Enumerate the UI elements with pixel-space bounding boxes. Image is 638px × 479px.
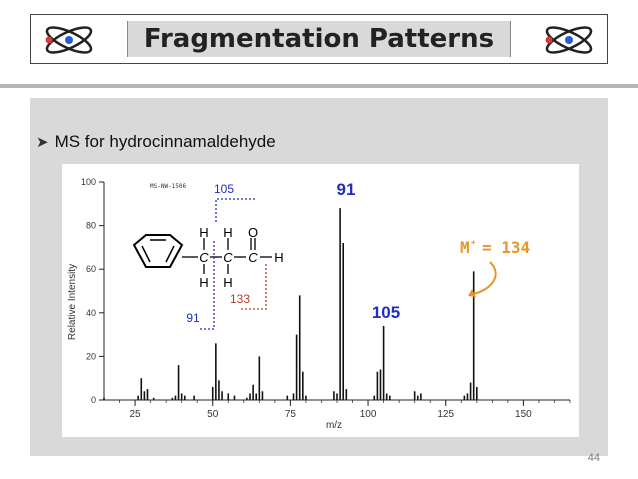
divider: [0, 84, 638, 88]
molecular-ion-value: = 134: [482, 238, 530, 257]
atom-label: H: [199, 225, 208, 240]
x-axis-label: m/z: [326, 420, 342, 431]
spectrum-code: MS-NW-1506: [150, 183, 187, 190]
title-bar: Fragmentation Patterns: [30, 14, 608, 64]
atom-label: C: [223, 250, 233, 265]
molecular-ion-annotation: M + = 134: [460, 238, 530, 297]
slide-title: Fragmentation Patterns: [127, 21, 511, 57]
atom-label: C: [199, 250, 209, 265]
x-tick-label: 75: [285, 409, 297, 420]
hydrocinnamaldehyde-structure: H H O C C C H H H 105 91 133: [132, 182, 284, 330]
arrowhead-icon: [468, 289, 476, 297]
y-tick-label: 80: [86, 221, 96, 231]
peak-annotation-91: 91: [337, 180, 356, 199]
fragment-label-105: 105: [214, 182, 234, 196]
peaks: [103, 208, 478, 400]
benzene-ring: [132, 234, 184, 268]
x-tick-label: 125: [437, 409, 454, 420]
bullet-item: ➤ MS for hydrocinnamaldehyde: [36, 132, 276, 152]
ring-double-bond: [165, 245, 175, 263]
molecular-ion-charge: +: [471, 238, 476, 247]
peak-annotation-105: 105: [372, 303, 400, 322]
page-number: 44: [587, 452, 600, 464]
arrow-bullet-icon: ➤: [36, 134, 49, 151]
atom-label: H: [199, 275, 208, 290]
y-tick-label: 60: [86, 264, 96, 274]
molecular-ion-symbol: M: [460, 238, 470, 257]
atom-label: H: [223, 225, 232, 240]
ring-double-bond: [141, 245, 151, 263]
fragment-cut-91: [200, 241, 215, 330]
atom-icon: [545, 26, 593, 54]
atom-label: C: [248, 250, 258, 265]
fragment-label-133: 133: [230, 292, 250, 306]
x-tick-label: 50: [207, 409, 219, 420]
bullet-text: MS for hydrocinnamaldehyde: [54, 132, 276, 151]
y-axis-label: Relative Intensity: [67, 264, 78, 340]
y-tick-label: 20: [86, 351, 96, 361]
x-tick-label: 100: [360, 409, 377, 420]
chart-background: [62, 164, 579, 437]
atom-icon: [45, 26, 93, 54]
y-tick-label: 100: [81, 177, 96, 187]
y-tick-label: 40: [86, 308, 96, 318]
atom-label: H: [223, 275, 232, 290]
atom-label: H: [274, 250, 283, 265]
y-tick-label: 0: [91, 395, 96, 405]
mass-spectrum-chart: 25 50 75 100 125 150 0 20 40 60 80 100 MS-NW-1506 R…: [62, 164, 579, 437]
atom-label: O: [248, 225, 258, 240]
x-tick-label: 25: [130, 409, 142, 420]
x-tick-label: 150: [515, 409, 532, 420]
molecular-ion-arrow: [473, 261, 497, 295]
fragment-cut-133: [241, 264, 267, 310]
fragment-label-91: 91: [186, 311, 200, 325]
